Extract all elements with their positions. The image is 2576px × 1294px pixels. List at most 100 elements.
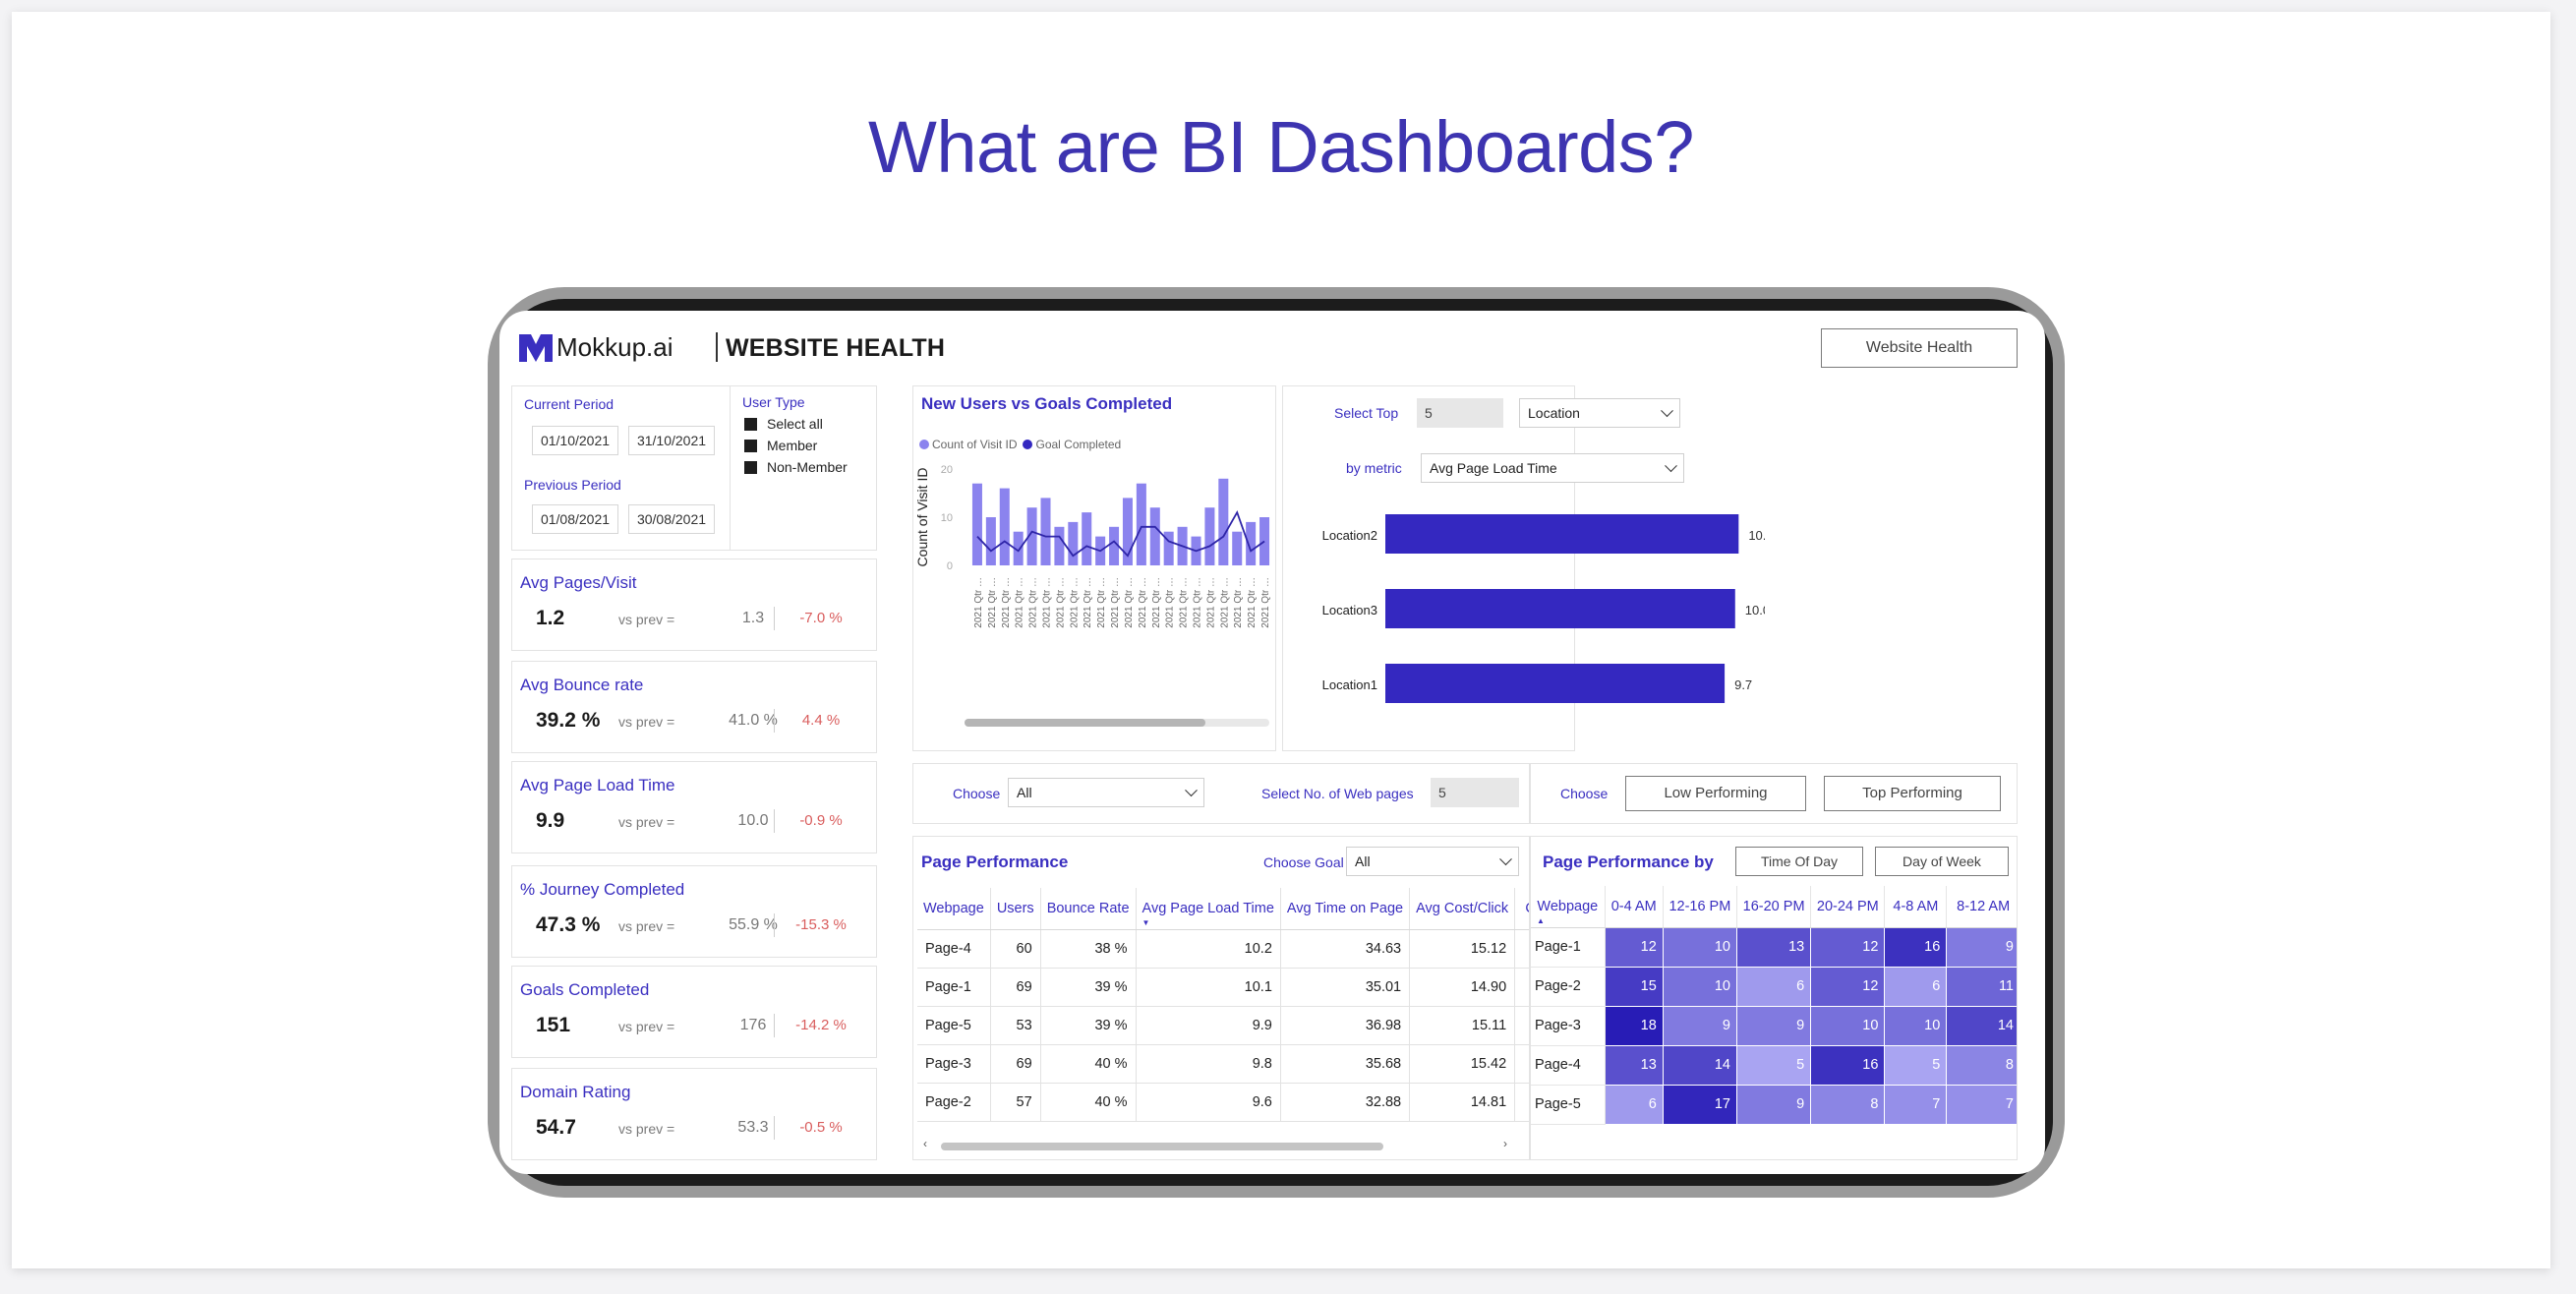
period-filter-panel: Current Period 01/10/2021 31/10/2021 Pre… (511, 385, 730, 551)
scroll-left-icon[interactable]: ‹ (923, 1137, 927, 1150)
checkbox-member[interactable]: Member (744, 438, 817, 453)
heatmap-header-cell[interactable]: 8-12 AM (1946, 886, 2017, 928)
current-start-date[interactable]: 01/10/2021 (532, 426, 618, 455)
kpi-value: 39.2 % (536, 709, 601, 732)
heatmap-cell: 6 (1605, 1085, 1664, 1125)
current-end-date[interactable]: 31/10/2021 (628, 426, 715, 455)
chart-scrollbar-track[interactable] (965, 719, 1269, 727)
table-header-cell[interactable]: Users (990, 888, 1041, 930)
table-scrollbar[interactable]: ‹ › (923, 1137, 1521, 1151)
page-performance-table: Webpage Users Bounce Rate Avg Page Load Tim… (917, 888, 1529, 1122)
heatmap-cell: 13 (1605, 1045, 1664, 1086)
heatmap-cell: 13 (1736, 927, 1812, 968)
heatmap-header-cell[interactable]: 0-4 AM (1605, 886, 1664, 928)
heatmap-cell: 18 (1605, 1006, 1664, 1046)
table-header-cell[interactable]: Avg Time on Page (1280, 888, 1411, 930)
table-header-cell[interactable]: Avg Page Load Time ▼ (1136, 888, 1281, 930)
table-header-cell[interactable]: Avg Cost/Click (1409, 888, 1516, 930)
checkbox-select-all[interactable]: Select all (744, 416, 823, 432)
table-cell: 32.88 (1280, 1083, 1411, 1122)
table-row[interactable]: Page-3 69 40 % 9.8 35.68 15.42 (917, 1044, 1529, 1084)
select-top-input[interactable]: 5 (1417, 398, 1503, 428)
chart-scrollbar-thumb[interactable] (965, 719, 1205, 727)
top-location-panel: Select Top 5 Location by metric Avg Page… (1282, 385, 1765, 751)
visit-count-bar (1246, 521, 1257, 565)
metric-select[interactable]: Avg Page Load Time (1421, 453, 1684, 483)
checkbox-icon (744, 417, 757, 431)
select-pages-input[interactable]: 5 (1431, 778, 1519, 807)
location-value-label: 10.1 (1748, 528, 1765, 543)
table-header-cell[interactable]: Webpage (917, 888, 991, 930)
heatmap-row[interactable]: Page-1 12 10 13 12 16 9 (1531, 927, 2017, 968)
table-cell (1514, 1006, 1529, 1045)
visit-count-bar (971, 483, 982, 565)
heatmap-row[interactable]: Page-5 6 17 9 8 7 7 (1531, 1085, 2017, 1125)
scroll-right-icon[interactable]: › (1503, 1137, 1507, 1150)
table-row[interactable]: Page-5 53 39 % 9.9 36.98 15.11 (917, 1006, 1529, 1045)
heatmap-header-cell[interactable]: 4-8 AM (1884, 886, 1948, 928)
heatmap-header-cell[interactable]: 20-24 PM (1810, 886, 1886, 928)
location-bar (1385, 589, 1735, 628)
choose-goal-select[interactable]: All (1346, 847, 1519, 876)
sort-desc-icon[interactable]: ▼ (1142, 917, 1150, 927)
sort-asc-icon[interactable]: ▲ (1537, 915, 1545, 925)
previous-start-date[interactable]: 01/08/2021 (532, 504, 618, 534)
visit-count-bar (985, 517, 996, 565)
kpi-vs-label: vs prev = (618, 612, 675, 627)
x-tick-label: 2021 Qtr … (1042, 577, 1053, 628)
choose-select-value: All (1017, 785, 1032, 800)
choose-select[interactable]: All (1008, 778, 1204, 807)
previous-end-date[interactable]: 30/08/2021 (628, 504, 715, 534)
dimension-select[interactable]: Location (1519, 398, 1680, 428)
choose-goal-value: All (1355, 853, 1371, 869)
day-of-week-button[interactable]: Day of Week (1875, 847, 2009, 876)
time-of-day-button[interactable]: Time Of Day (1735, 847, 1863, 876)
checkbox-label: Non-Member (767, 459, 848, 475)
website-health-button[interactable]: Website Health (1821, 328, 2018, 368)
kpi-label: Domain Rating (520, 1083, 631, 1101)
heatmap-cell: 10 (1663, 927, 1737, 968)
kpi-value: 47.3 % (536, 913, 601, 936)
heatmap-cell: 9 (1736, 1085, 1812, 1125)
header-divider (716, 332, 718, 362)
table-scrollbar-thumb[interactable] (941, 1143, 1383, 1150)
table-cell: 15.12 (1409, 929, 1516, 969)
top-performing-button[interactable]: Top Performing (1824, 776, 2001, 811)
heatmap-cell: 12 (1605, 927, 1664, 968)
combo-chart-title: New Users vs Goals Completed (921, 394, 1173, 413)
heatmap-row[interactable]: Page-3 18 9 9 10 10 14 (1531, 1006, 2017, 1046)
table-row[interactable]: Page-1 69 39 % 10.1 35.01 14.90 (917, 968, 1529, 1007)
heatmap-row[interactable]: Page-4 13 14 5 16 5 8 (1531, 1045, 2017, 1086)
checkbox-non-member[interactable]: Non-Member (744, 459, 848, 475)
x-tick-label: 2021 Qtr … (1069, 577, 1080, 628)
low-performing-button[interactable]: Low Performing (1625, 776, 1806, 811)
heatmap-header-cell[interactable]: Webpage ▲ (1531, 886, 1606, 928)
dashboard-screen: Mokkup.ai WEBSITE HEALTH Website Health … (499, 311, 2045, 1174)
visit-count-bar (1109, 526, 1120, 565)
heatmap-row[interactable]: Page-2 15 10 6 12 6 11 (1531, 967, 2017, 1007)
heatmap-cell: 10 (1884, 1006, 1948, 1046)
kpi-card: Domain Rating 54.7 vs prev = 53.3 -0.5 % (511, 1068, 877, 1160)
kpi-divider (774, 913, 775, 937)
heatmap-cell: 15 (1605, 967, 1664, 1007)
legend-dot-icon (919, 440, 929, 449)
kpi-divider (774, 709, 775, 733)
kpi-vs-label: vs prev = (618, 714, 675, 730)
table-row[interactable]: Page-4 60 38 % 10.2 34.63 15.12 (917, 929, 1529, 969)
chevron-down-icon (1499, 853, 1512, 866)
visit-count-bar (1136, 483, 1146, 565)
chevron-down-icon (1185, 784, 1198, 797)
x-tick-label: 2021 Qtr … (1001, 577, 1012, 628)
x-tick-label: 2021 Qtr … (1247, 577, 1258, 628)
table-row[interactable]: Page-2 57 40 % 9.6 32.88 14.81 (917, 1083, 1529, 1122)
visit-count-bar (1259, 517, 1270, 565)
heatmap-header-cell[interactable]: 12-16 PM (1663, 886, 1737, 928)
table-header-cell[interactable]: Bounce Rate (1040, 888, 1137, 930)
kpi-label: Avg Bounce rate (520, 676, 644, 694)
table-cell: 38 % (1040, 929, 1137, 969)
x-tick-label: 2021 Qtr … (1260, 577, 1271, 628)
table-cell: 10.2 (1136, 929, 1281, 969)
table-header-cell[interactable]: C (1514, 888, 1529, 930)
visit-count-bar (1068, 521, 1079, 565)
heatmap-header-cell[interactable]: 16-20 PM (1736, 886, 1812, 928)
